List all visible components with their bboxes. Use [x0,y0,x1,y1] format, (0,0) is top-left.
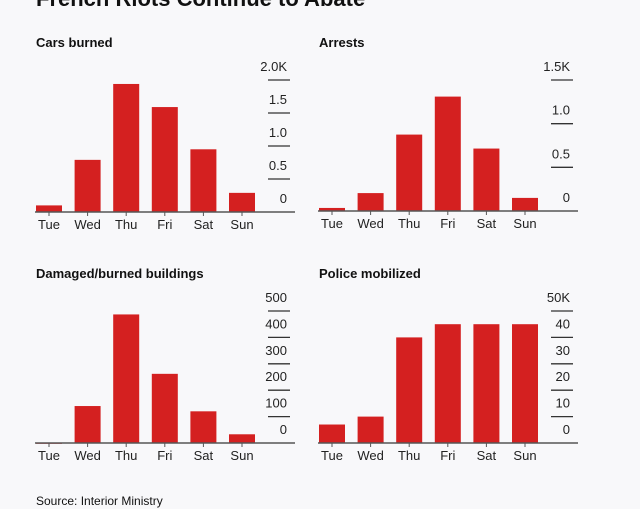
bar-wed [357,193,384,211]
x-tick-label: Sat [477,448,497,463]
y-tick-label: 0 [563,190,570,205]
x-tick-label: Tue [321,448,343,463]
x-tick-label: Fri [157,448,172,463]
bar-tue [319,207,345,211]
bar-fri [434,96,461,211]
source-note: Source: Interior Ministry [36,494,163,508]
bar-sun [512,197,538,211]
y-tick-label: 0 [280,191,287,206]
x-tick-label: Sun [230,448,253,463]
chart-title: Cars burned [36,35,113,50]
x-tick-label: Sat [194,448,214,463]
y-tick-label: 100 [265,396,287,411]
y-tick-label: 1.5 [269,92,287,107]
y-tick-label: 200 [265,369,287,384]
bar-thu [113,83,140,213]
y-tick-label: 40 [556,316,570,331]
x-tick-label: Tue [38,217,60,232]
chart-title: Damaged/burned buildings [36,266,204,281]
chart-panel: Arrests 0 0.5 1.0 1.5K Tue Wed Thu Fri Sat Sun [318,35,578,231]
y-tick-label: 500 [265,290,287,305]
y-tick-label: 50K [547,290,570,305]
x-tick-label: Wed [74,448,101,463]
x-tick-label: Thu [115,448,137,463]
bar-tue [36,205,62,212]
bar-fri [151,107,178,212]
bar-wed [357,416,384,443]
x-tick-label: Sun [513,448,536,463]
bar-thu [396,134,423,211]
x-tick-label: Tue [38,448,60,463]
y-tick-label: 400 [265,316,287,331]
x-tick-label: Fri [157,217,172,232]
y-tick-label: 10 [556,396,570,411]
bar-sun [512,324,538,443]
bar-thu [396,337,423,443]
x-tick-label: Wed [357,216,384,231]
x-tick-label: Sun [230,217,253,232]
chart-panel: Cars burned 0 0.5 1.0 1.5 2.0K Tue Wed Thu Fri Sat… [35,35,295,232]
y-tick-label: 1.0 [552,103,570,118]
x-tick-label: Thu [398,448,420,463]
bar-wed [74,159,101,212]
y-tick-label: 0 [563,422,570,437]
x-tick-label: Tue [321,216,343,231]
x-tick-label: Thu [398,216,420,231]
x-tick-label: Fri [440,448,455,463]
bar-sat [473,324,500,443]
bar-wed [74,406,101,443]
chart-title: Arrests [319,35,365,50]
bar-sat [190,411,217,443]
bar-tue [319,424,345,443]
bar-fri [434,324,461,443]
x-tick-label: Wed [357,448,384,463]
x-tick-label: Sun [513,216,536,231]
y-tick-label: 0 [280,422,287,437]
chart-panel: Damaged/burned buildings 0 100 200 300 400 500… [35,266,295,463]
bar-sun [229,192,255,212]
bar-sun [229,434,255,443]
y-tick-label: 2.0K [260,59,287,74]
bar-sat [190,149,217,212]
y-tick-label: 1.0 [269,125,287,140]
x-tick-label: Thu [115,217,137,232]
y-tick-label: 30 [556,343,570,358]
chart-panel: Police mobilized 0 10 20 30 40 50K Tue Wed Thu Fri… [318,266,578,463]
x-tick-label: Sat [477,216,497,231]
chart-title: Police mobilized [319,266,421,281]
y-tick-label: 1.5K [543,59,570,74]
x-tick-label: Wed [74,217,101,232]
x-tick-label: Sat [194,217,214,232]
y-tick-label: 0.5 [269,158,287,173]
page-title: French Riots Continue to Abate [36,0,365,12]
x-tick-label: Fri [440,216,455,231]
bar-thu [113,314,140,443]
y-tick-label: 20 [556,369,570,384]
y-tick-label: 0.5 [552,146,570,161]
bar-sat [473,148,500,211]
y-tick-label: 300 [265,343,287,358]
bar-fri [151,373,178,443]
